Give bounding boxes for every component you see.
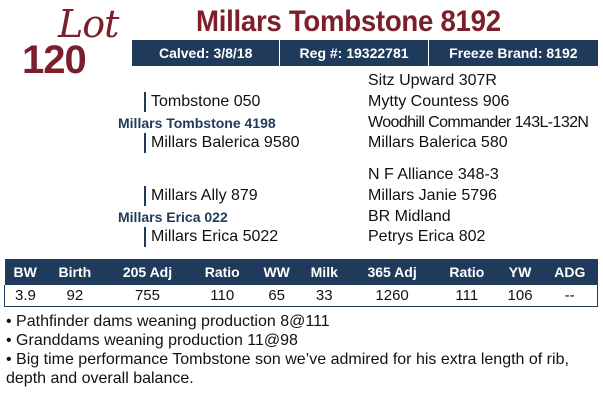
table-header-row: BW Birth 205 Adj Ratio WW Milk 365 Adj R… <box>4 259 598 285</box>
registration-number: Reg #: 19322781 <box>280 40 429 66</box>
dam-name: Millars Erica 022 <box>118 209 228 225</box>
sire-sire: Tombstone 050 <box>144 92 260 112</box>
value-205-adj: 755 <box>103 285 192 307</box>
notes-list: • Pathfinder dams weaning production 8@1… <box>6 312 600 388</box>
sire-maternal-granddam: Millars Balerica 580 <box>368 134 508 151</box>
header-ww: WW <box>253 259 301 285</box>
table-row: 3.9 92 755 110 65 33 1260 111 106 -- <box>3 285 599 307</box>
value-birth: 92 <box>45 285 104 307</box>
performance-table: BW Birth 205 Adj Ratio WW Milk 365 Adj R… <box>3 259 599 307</box>
freeze-brand: Freeze Brand: 8192 <box>449 45 578 61</box>
dam-maternal-granddam: Petrys Erica 802 <box>368 228 486 245</box>
animal-title: Millars Tombstone 8192 <box>196 5 501 38</box>
dam-dam: Millars Erica 5022 <box>144 227 278 247</box>
note-item: • Granddams weaning production 11@98 <box>6 332 298 349</box>
header-yw: YW <box>497 259 543 285</box>
dam-paternal-grandsire: N F Alliance 348-3 <box>368 166 499 183</box>
dam-paternal-granddam: Millars Janie 5796 <box>368 187 497 204</box>
sire-name: Millars Tombstone 4198 <box>118 115 276 131</box>
value-ratio-weaning: 110 <box>191 285 254 307</box>
header-365-adj: 365 Adj <box>348 259 436 285</box>
sire-paternal-granddam: Mytty Countess 906 <box>368 93 510 110</box>
lot-label: Lot <box>58 2 119 46</box>
value-ww: 65 <box>253 285 301 307</box>
header-birth: Birth <box>45 259 104 285</box>
sire-paternal-grandsire: Sitz Upward 307R <box>368 72 497 89</box>
info-bar: Calved: 3/8/18 Reg #: 19322781 Freeze Br… <box>132 40 598 66</box>
dam-sire: Millars Ally 879 <box>144 186 258 206</box>
value-bw: 3.9 <box>3 285 46 307</box>
sire-maternal-grandsire: Woodhill Commander 143L-132N <box>368 114 589 131</box>
sire-dam: Millars Balerica 9580 <box>144 133 300 153</box>
header-milk: Milk <box>300 259 349 285</box>
value-ratio-yearling: 111 <box>435 285 498 307</box>
value-yw: 106 <box>497 285 543 307</box>
calved-date: Calved: 3/8/18 <box>132 40 281 66</box>
lot-number: 120 <box>22 38 87 82</box>
header-ratio-weaning: Ratio <box>191 259 254 285</box>
value-adg: -- <box>542 285 599 307</box>
note-item: • Big time performance Tombstone son we’… <box>6 351 569 387</box>
value-milk: 33 <box>300 285 349 307</box>
header-205-adj: 205 Adj <box>103 259 192 285</box>
header-ratio-yearling: Ratio <box>435 259 498 285</box>
dam-maternal-grandsire: BR Midland <box>368 208 451 225</box>
value-365-adj: 1260 <box>348 285 436 307</box>
header-adg: ADG <box>542 259 598 285</box>
note-item: • Pathfinder dams weaning production 8@1… <box>6 313 330 330</box>
header-bw: BW <box>4 259 46 285</box>
